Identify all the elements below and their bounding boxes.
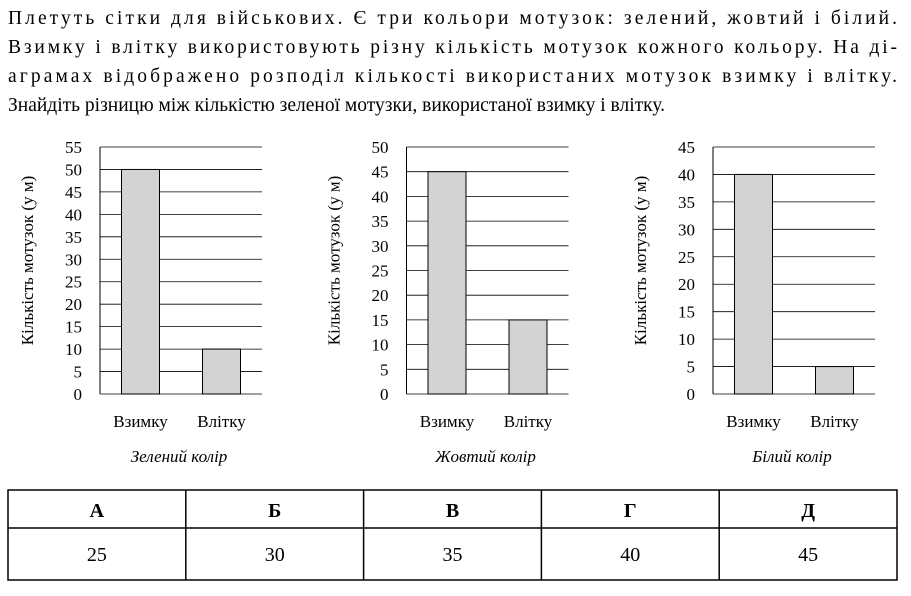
x-tick-label: Взимку bbox=[420, 412, 475, 431]
table-header-cell: А bbox=[90, 500, 105, 522]
y-axis-label: Кількість мотузок (у м) bbox=[325, 176, 344, 345]
y-tick-label: 5 bbox=[74, 363, 83, 382]
y-tick-label: 0 bbox=[687, 385, 696, 404]
y-tick-label: 50 bbox=[372, 138, 389, 157]
y-tick-label: 25 bbox=[65, 273, 82, 292]
y-tick-label: 0 bbox=[380, 385, 389, 404]
x-tick-label: Влітку bbox=[197, 412, 246, 431]
y-tick-label: 10 bbox=[372, 336, 389, 355]
y-tick-label: 5 bbox=[380, 360, 389, 379]
table-header-cell: Г bbox=[624, 500, 637, 522]
y-tick-label: 0 bbox=[74, 385, 83, 404]
x-axis-label: Жовтий колір bbox=[434, 447, 536, 466]
y-tick-label: 30 bbox=[65, 250, 82, 269]
y-tick-label: 45 bbox=[65, 183, 82, 202]
y-tick-label: 5 bbox=[687, 358, 696, 377]
y-tick-label: 40 bbox=[678, 165, 695, 184]
y-tick-label: 30 bbox=[372, 237, 389, 256]
y-axis-label: Кількість мотузок (у м) bbox=[18, 176, 37, 345]
y-tick-label: 15 bbox=[678, 303, 695, 322]
x-tick-label: Влітку bbox=[810, 412, 859, 431]
y-tick-label: 35 bbox=[678, 193, 695, 212]
table-header-cell: Б bbox=[268, 500, 281, 522]
x-tick-label: Влітку bbox=[504, 412, 553, 431]
x-tick-label: Взимку bbox=[113, 412, 168, 431]
bar bbox=[508, 319, 548, 395]
bar bbox=[815, 366, 854, 395]
y-tick-label: 10 bbox=[65, 340, 82, 359]
question-line: аграмах відображено розподіл кількості в… bbox=[8, 66, 897, 87]
table-border bbox=[7, 489, 898, 581]
x-tick-label: Взимку bbox=[726, 412, 781, 431]
y-tick-label: 50 bbox=[65, 160, 82, 179]
question-line: Взимку і влітку використовують різну кіл… bbox=[8, 37, 897, 58]
y-tick-label: 45 bbox=[678, 138, 695, 157]
y-tick-label: 15 bbox=[372, 311, 389, 330]
y-tick-label: 20 bbox=[372, 286, 389, 305]
x-axis-label: Зелений колір bbox=[131, 447, 228, 466]
y-tick-label: 35 bbox=[65, 228, 82, 247]
y-axis-label: Кількість мотузок (у м) bbox=[631, 176, 650, 345]
bar bbox=[121, 168, 160, 395]
table-header-cell: В bbox=[446, 500, 459, 522]
y-tick-label: 40 bbox=[65, 205, 82, 224]
y-tick-label: 10 bbox=[678, 330, 695, 349]
bar bbox=[427, 171, 467, 395]
bar bbox=[202, 348, 241, 395]
y-tick-label: 45 bbox=[372, 163, 389, 182]
table-cell: 35 bbox=[443, 544, 463, 566]
y-tick-label: 20 bbox=[65, 295, 82, 314]
y-tick-label: 25 bbox=[678, 248, 695, 267]
question-line: Плетуть сітки для військових. Є три коль… bbox=[8, 8, 897, 29]
table-cell: 25 bbox=[87, 544, 107, 566]
table-cell: 45 bbox=[798, 544, 818, 566]
y-tick-label: 25 bbox=[372, 262, 389, 281]
table-cell: 40 bbox=[620, 544, 640, 566]
x-axis-label: Білий колір bbox=[751, 447, 831, 466]
y-tick-label: 30 bbox=[678, 220, 695, 239]
y-tick-label: 40 bbox=[372, 187, 389, 206]
question-line: Знайдіть різницю між кількістю зеленої м… bbox=[8, 95, 665, 116]
y-tick-label: 35 bbox=[372, 212, 389, 231]
bar bbox=[734, 173, 773, 395]
y-tick-label: 15 bbox=[65, 318, 82, 337]
table-cell: 30 bbox=[265, 544, 285, 566]
y-tick-label: 55 bbox=[65, 138, 82, 157]
y-tick-label: 20 bbox=[678, 275, 695, 294]
table-header-cell: Д bbox=[801, 500, 815, 522]
